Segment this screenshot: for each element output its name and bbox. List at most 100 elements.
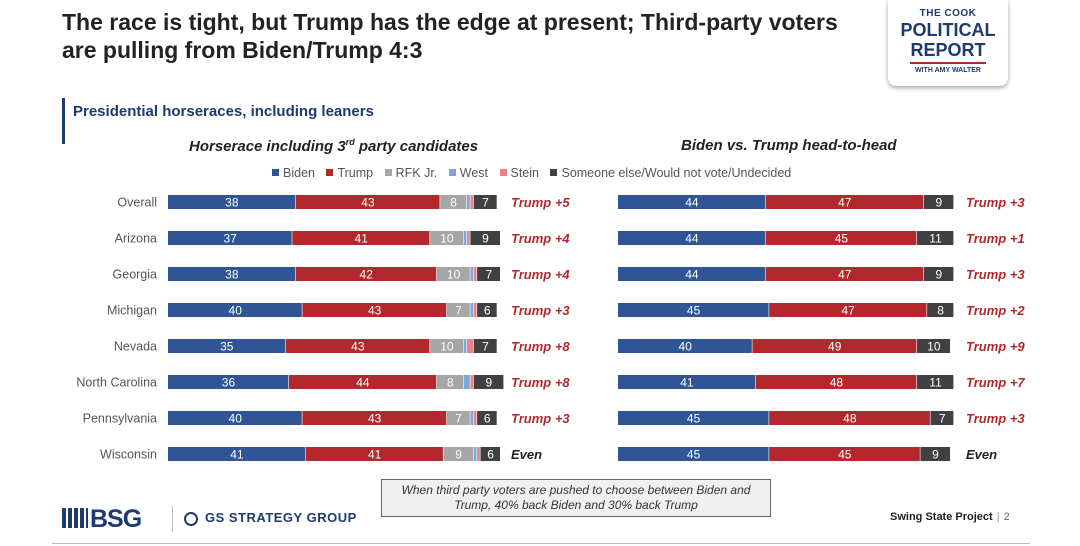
bar-0-pennsylvania-trump xyxy=(302,411,447,425)
margin-label-0-nevada: Trump +8 xyxy=(511,339,570,354)
category-label-michigan: Michigan xyxy=(107,304,157,318)
bar-label-0-overall-biden: 38 xyxy=(225,196,239,210)
margin-label-0-pennsylvania: Trump +3 xyxy=(511,411,570,426)
bar-1-wisconsin-biden xyxy=(618,447,769,461)
bar-0-georgia-trump xyxy=(295,267,437,281)
bar-0-arizona-trump xyxy=(292,231,430,245)
bar-0-pennsylvania-west xyxy=(470,411,474,425)
margin-label-1-arizona: Trump +1 xyxy=(966,231,1025,246)
bar-1-nevada-trump xyxy=(752,339,917,353)
bar-label-1-pennsylvania-someone-else-would-not-vote-undecided: 7 xyxy=(939,412,946,426)
bar-label-0-georgia-rfk-jr: 10 xyxy=(447,268,461,282)
bar-0-michigan-trump xyxy=(302,303,447,317)
bar-label-1-michigan-trump: 47 xyxy=(841,304,855,318)
bar-label-0-michigan-rfk-jr: 7 xyxy=(455,304,462,318)
bar-0-north-carolina-biden xyxy=(168,375,289,389)
legend-item-rfk: RFK Jr. xyxy=(384,166,437,180)
margin-label-1-north-carolina: Trump +7 xyxy=(966,375,1025,390)
bar-0-georgia-biden xyxy=(168,267,296,281)
bar-0-georgia-someone-else-would-not-vote-undecided xyxy=(477,267,501,281)
bar-1-north-carolina-trump xyxy=(755,375,917,389)
legend-swatch-biden xyxy=(272,169,279,176)
legend-item-trump: Trump xyxy=(326,166,373,180)
bar-label-0-arizona-rfk-jr: 10 xyxy=(440,232,454,246)
bar-0-georgia-rfk-jr xyxy=(436,267,470,281)
logo-rule xyxy=(910,62,986,64)
bar-1-georgia-someone-else-would-not-vote-undecided xyxy=(923,267,954,281)
subtitle-accent-bar xyxy=(62,98,65,144)
bar-1-pennsylvania-trump xyxy=(769,411,930,425)
bar-0-michigan-stein xyxy=(473,303,477,317)
bar-0-michigan-biden xyxy=(168,303,302,317)
bar-1-michigan-someone-else-would-not-vote-undecided xyxy=(927,303,954,317)
legend-swatch-other xyxy=(550,169,558,176)
category-label-overall: Overall xyxy=(117,196,157,210)
bar-label-0-wisconsin-trump: 41 xyxy=(368,448,382,462)
bar-0-nevada-someone-else-would-not-vote-undecided xyxy=(473,339,497,353)
bar-0-wisconsin-someone-else-would-not-vote-undecided xyxy=(480,447,501,461)
bar-label-1-pennsylvania-biden: 45 xyxy=(687,412,701,426)
legend-swatch-rfk xyxy=(384,169,392,176)
bar-1-overall-biden xyxy=(618,195,766,209)
margin-label-0-wisconsin: Even xyxy=(511,447,542,462)
bar-label-1-nevada-someone-else-would-not-vote-undecided: 10 xyxy=(927,340,941,354)
bar-label-1-michigan-someone-else-would-not-vote-undecided: 8 xyxy=(937,304,944,318)
bar-label-1-overall-someone-else-would-not-vote-undecided: 9 xyxy=(936,196,943,210)
bar-0-wisconsin-rfk-jr xyxy=(443,447,474,461)
margin-label-1-wisconsin: Even xyxy=(966,447,997,462)
chart-legend: Biden Trump RFK Jr. West Stein Someone e… xyxy=(272,166,799,180)
bar-1-arizona-trump xyxy=(765,231,917,245)
bsg-logo: BSG xyxy=(62,505,142,534)
bar-1-overall-someone-else-would-not-vote-undecided xyxy=(923,195,954,209)
bar-label-1-north-carolina-someone-else-would-not-vote-undecided: 11 xyxy=(929,376,942,390)
bar-label-0-north-carolina-rfk-jr: 8 xyxy=(447,376,454,390)
logo-line-2: POLITICAL xyxy=(900,20,996,40)
bar-0-north-carolina-stein xyxy=(470,375,474,389)
bar-label-1-georgia-biden: 44 xyxy=(685,268,699,282)
legend-swatch-trump xyxy=(326,169,334,176)
bar-0-north-carolina-west xyxy=(463,375,470,389)
bar-label-0-north-carolina-trump: 44 xyxy=(356,376,370,390)
bar-0-north-carolina-rfk-jr xyxy=(436,375,464,389)
panel-title-head-to-head: Biden vs. Trump head-to-head xyxy=(681,137,897,154)
bar-label-0-pennsylvania-someone-else-would-not-vote-undecided: 6 xyxy=(484,412,491,426)
bar-label-0-wisconsin-someone-else-would-not-vote-undecided: 6 xyxy=(487,448,494,462)
bar-label-0-wisconsin-biden: 41 xyxy=(230,448,244,462)
note-box: When third party voters are pushed to ch… xyxy=(381,479,771,517)
bar-0-wisconsin-west xyxy=(473,447,477,461)
bar-label-1-wisconsin-someone-else-would-not-vote-undecided: 9 xyxy=(932,448,939,462)
bar-0-arizona-stein xyxy=(467,231,470,245)
bar-label-1-nevada-biden: 40 xyxy=(679,340,693,354)
bar-label-0-overall-trump: 43 xyxy=(361,196,375,210)
bar-label-0-overall-rfk-jr: 8 xyxy=(450,196,457,210)
legend-label-stein: Stein xyxy=(510,166,540,180)
chart-subtitle: Presidential horseraces, including leane… xyxy=(73,103,374,120)
footer-logo-divider xyxy=(172,506,173,532)
gs-strategy-group-logo: GS STRATEGY GROUP xyxy=(184,510,357,526)
footer-separator: | xyxy=(996,511,1000,523)
bar-label-0-nevada-biden: 35 xyxy=(220,340,234,354)
bar-1-georgia-trump xyxy=(765,267,924,281)
bar-0-wisconsin-biden xyxy=(168,447,306,461)
legend-item-other: Someone else/Would not vote/Undecided xyxy=(550,166,791,180)
bar-label-0-georgia-biden: 38 xyxy=(225,268,239,282)
bar-label-1-michigan-biden: 45 xyxy=(687,304,701,318)
logo-line-1: THE COOK xyxy=(919,8,977,19)
legend-item-biden: Biden xyxy=(272,166,315,180)
bar-0-overall-stein xyxy=(470,195,474,209)
margin-label-1-nevada: Trump +9 xyxy=(966,339,1025,354)
bar-0-pennsylvania-stein xyxy=(473,411,477,425)
margin-label-1-georgia: Trump +3 xyxy=(966,267,1025,282)
bar-0-nevada-stein xyxy=(467,339,474,353)
category-label-nevada: Nevada xyxy=(114,340,157,354)
bar-label-0-pennsylvania-trump: 43 xyxy=(368,412,382,426)
bar-1-georgia-biden xyxy=(618,267,766,281)
bar-label-1-overall-biden: 44 xyxy=(685,196,699,210)
cook-political-report-logo: THE COOK POLITICAL REPORT WITH AMY WALTE… xyxy=(888,0,1008,86)
margin-label-0-arizona: Trump +4 xyxy=(511,231,570,246)
legend-item-stein: Stein xyxy=(499,166,540,180)
page-number: 2 xyxy=(1003,511,1010,523)
margin-label-1-overall: Trump +3 xyxy=(966,195,1025,210)
bar-label-0-arizona-trump: 41 xyxy=(355,232,369,246)
bar-label-0-overall-someone-else-would-not-vote-undecided: 7 xyxy=(482,196,489,210)
